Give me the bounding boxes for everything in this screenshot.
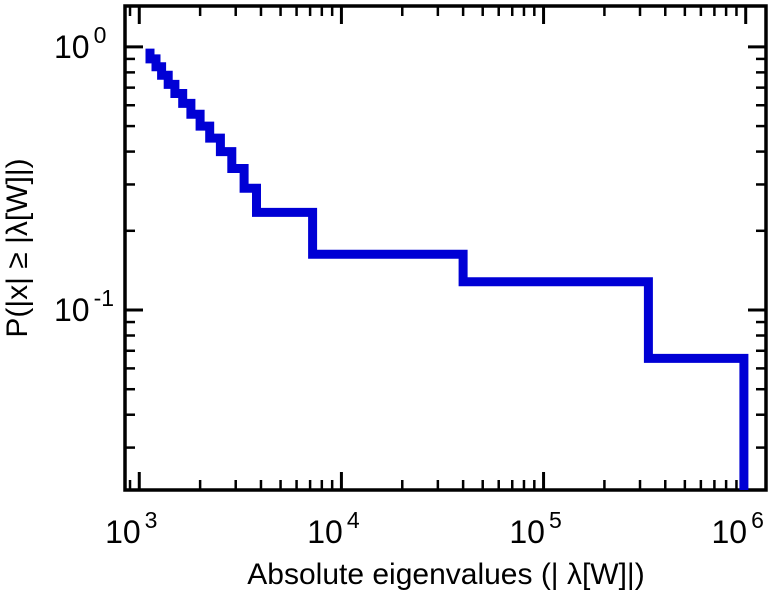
x-tick-label: 10 3	[105, 507, 157, 550]
x-tick-label: 10 4	[307, 507, 360, 550]
axis-tick-labels: 10 3 10 4 10 5 10 6 10 0 10 -1	[54, 22, 764, 550]
x-tick-label: 10 5	[509, 507, 561, 550]
y-axis-title: P(|x| ≥ |λ[W]|)	[1, 158, 34, 337]
y-tick-label: 10 -1	[54, 285, 114, 328]
axis-ticks	[125, 6, 766, 490]
plot-border	[123, 4, 768, 492]
y-tick-label: 10 0	[54, 22, 106, 65]
ccdf-step-line	[145, 48, 749, 490]
x-tick-label: 10 6	[712, 507, 764, 550]
x-axis-title: Absolute eigenvalues (| λ[W]|)	[247, 558, 644, 591]
